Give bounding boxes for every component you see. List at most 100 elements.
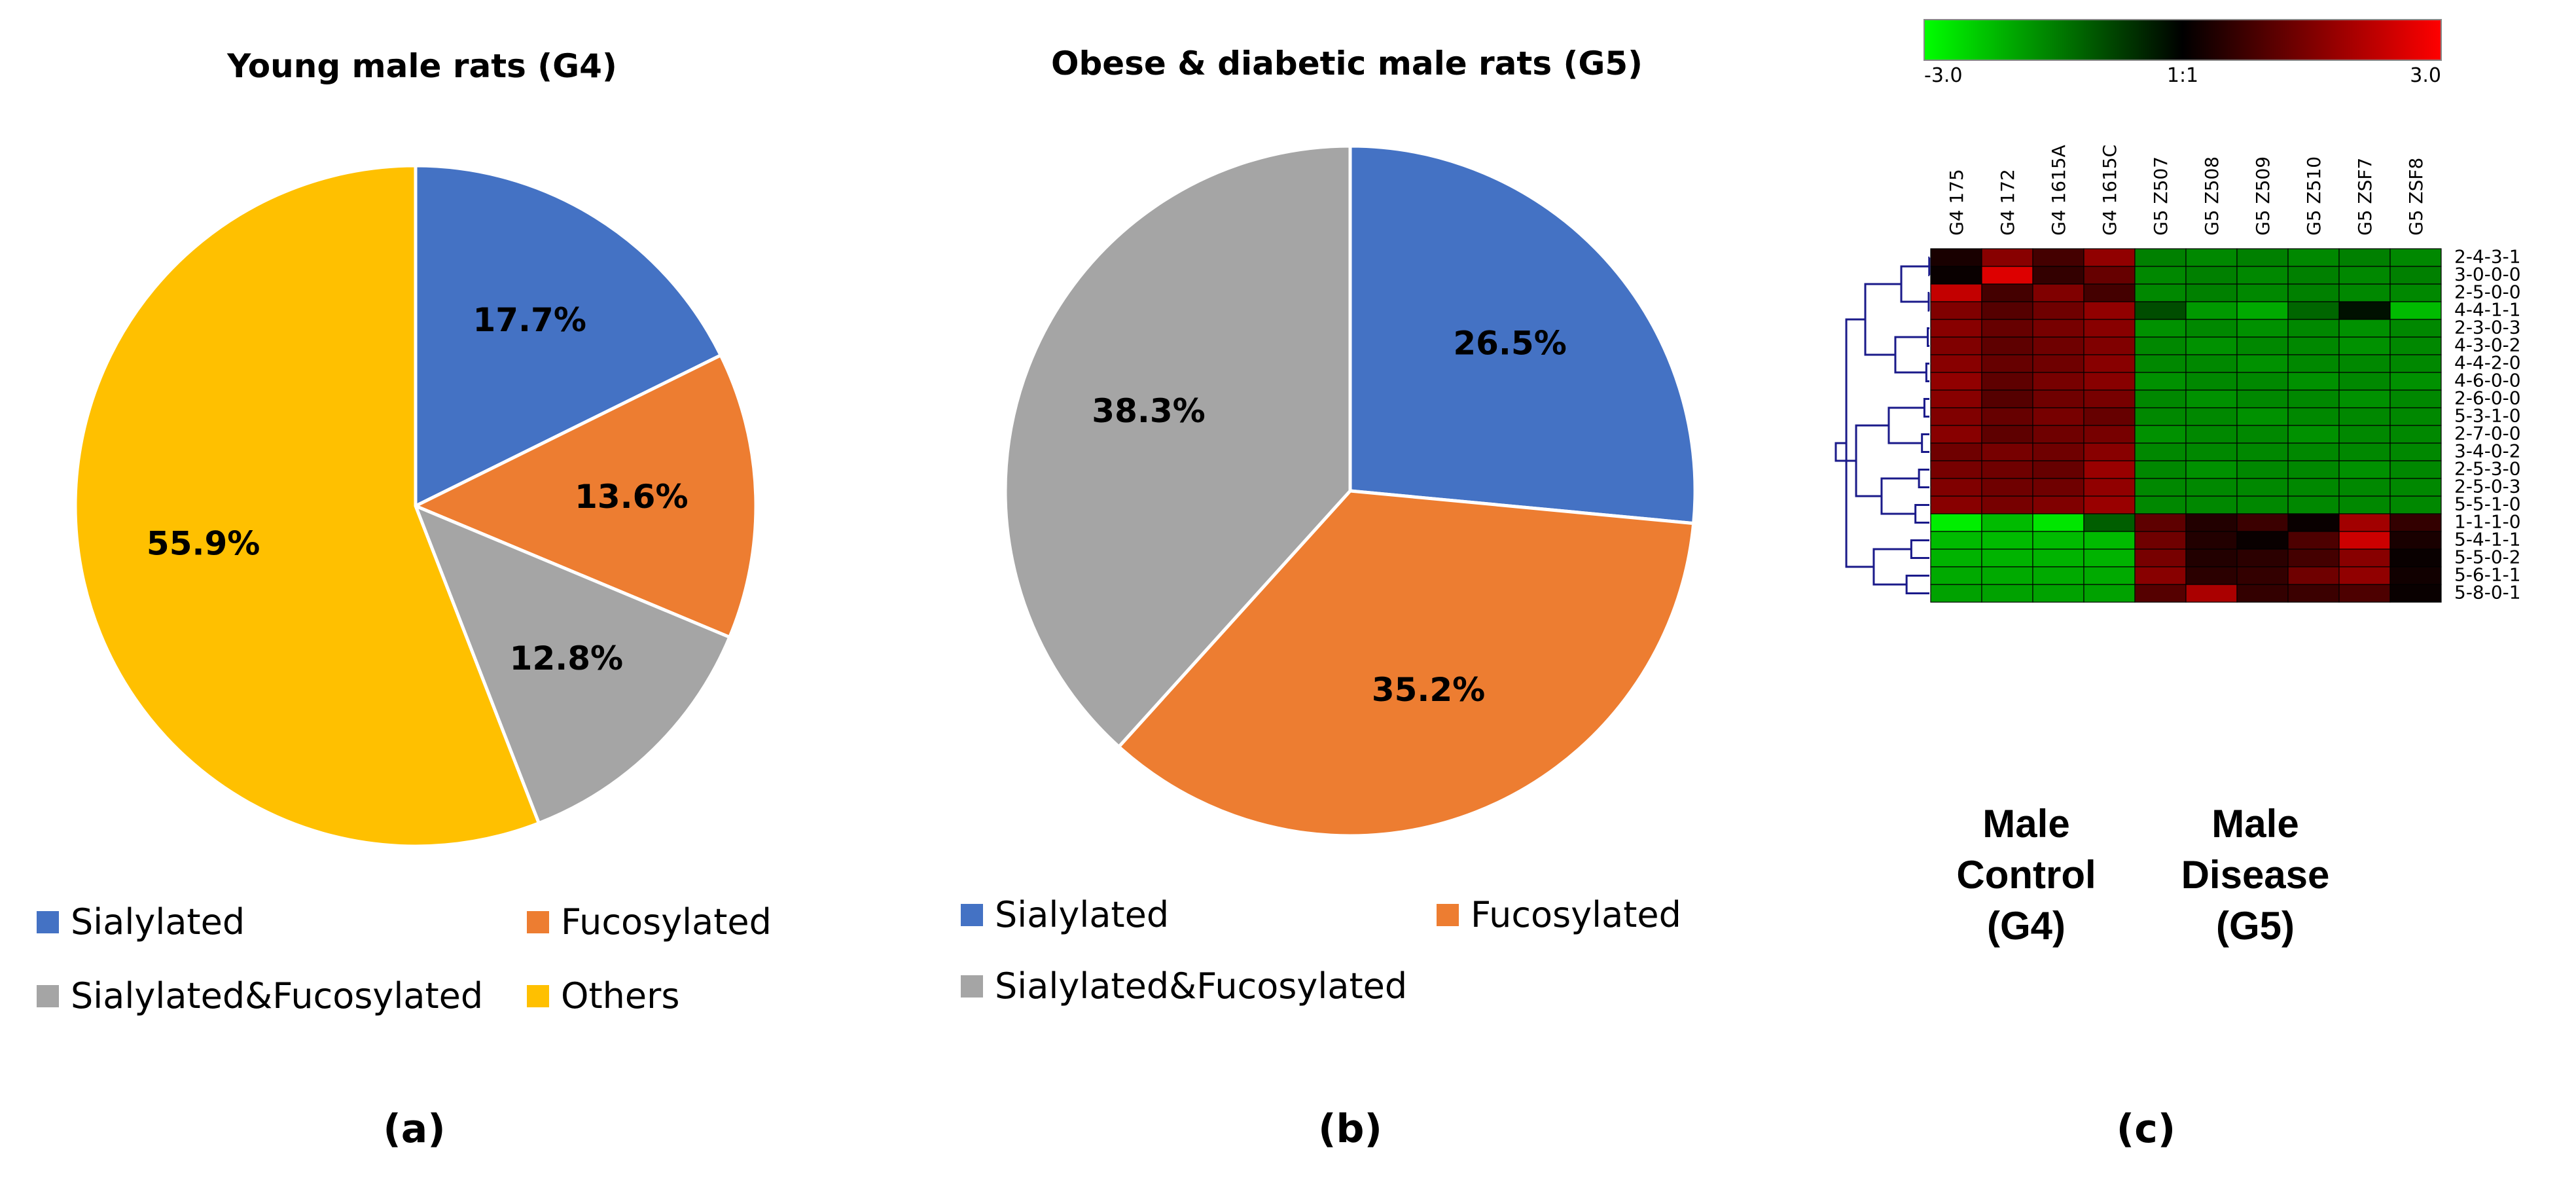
heatmap-cell [2287, 442, 2340, 461]
legend-b-fucosylated: Fucosylated [1437, 894, 1681, 935]
heatmap-cell [2032, 495, 2084, 514]
heatmap-cell [2389, 407, 2442, 426]
heatmap-cell [1981, 478, 2033, 497]
heatmap-cell [1930, 478, 1982, 497]
heatmap-cell [2083, 248, 2136, 267]
heatmap-cell [2185, 566, 2238, 585]
heatmap-column-label: G5 ZSF8 [2405, 158, 2427, 236]
heatmap-cell [2134, 513, 2187, 532]
heatmap-cell [2287, 354, 2340, 373]
heatmap-cell [2185, 460, 2238, 479]
heatmap-cell [2236, 354, 2289, 373]
legend-b-sialylated: Sialylated [961, 894, 1169, 935]
heatmap-cell [2185, 319, 2238, 338]
heatmap-cell [1930, 460, 1982, 479]
heatmap-chart: -3.0 1:1 3.0 G4 175 G4 172 G4 1615A G4 1615C G5… [1834, 19, 2521, 603]
heatmap-cell [2236, 513, 2289, 532]
heatmap-cell [2134, 531, 2187, 550]
heatmap-cell [1930, 584, 1982, 603]
heatmap-cell [1981, 336, 2033, 355]
heatmap-cell [1981, 513, 2033, 532]
heatmap-column-label: G5 Z507 [2150, 156, 2172, 236]
heatmap-cell [2032, 407, 2084, 426]
heatmap-cell [2134, 354, 2187, 373]
heatmap-cell [2236, 460, 2289, 479]
heatmap-cell [2032, 460, 2084, 479]
legend-a-sialylated-fucosylated: Sialylated&Fucosylated [37, 975, 483, 1016]
heatmap-cell [2389, 442, 2442, 461]
heatmap-cell [2287, 336, 2340, 355]
dendrogram-branch [1921, 433, 1929, 453]
heatmap-cell [1930, 248, 1982, 267]
heatmap-cell [2134, 425, 2187, 444]
heatmap-cell [2389, 319, 2442, 338]
heatmap-cell [1930, 389, 1982, 408]
heatmap-cell [2185, 354, 2238, 373]
heatmap-cell [1930, 354, 1982, 373]
legend-a-label-sialylated-fucosylated: Sialylated&Fucosylated [71, 975, 484, 1016]
pie-a-data-label-fucosylated: 13.6% [575, 478, 688, 516]
heatmap-cell [2185, 301, 2238, 320]
heatmap-cell [2338, 531, 2391, 550]
heatmap-cell [1930, 531, 1982, 550]
heatmap-cell [2236, 301, 2289, 320]
heatmap-cell [2338, 425, 2391, 444]
heatmap-cell [2185, 513, 2238, 532]
dendrogram-branch [1887, 406, 1925, 444]
heatmap-cell [2134, 319, 2187, 338]
heatmap-row-label: 5-8-0-1 [2454, 582, 2521, 603]
heatmap-cell [2389, 478, 2442, 497]
heatmap-column-label: G4 1615A [2048, 145, 2069, 236]
legend-b-label-sialylated-fucosylated: Sialylated&Fucosylated [995, 965, 1408, 1007]
heatmap-row-label: 3-4-0-2 [2454, 440, 2521, 462]
dendrogram-branch [1855, 424, 1889, 497]
heatmap-cell [2185, 407, 2238, 426]
legend-a-label-fucosylated: Fucosylated [561, 901, 772, 943]
heatmap-cell [2083, 266, 2136, 285]
heatmap-cell [2287, 283, 2340, 302]
group-label-g4-line1: Male [1982, 802, 2070, 846]
heatmap-cell [2236, 319, 2289, 338]
heatmap-cell [1981, 548, 2033, 567]
heatmap-cell [2236, 566, 2289, 585]
heatmap-cell [1930, 301, 1982, 320]
heatmap-cell [2338, 372, 2391, 391]
heatmap-cell [1930, 266, 1982, 285]
dendrogram-branch [1872, 548, 1912, 586]
heatmap-cell [1981, 566, 2033, 585]
heatmap-cell [1930, 372, 1982, 391]
heatmap-cell [2389, 283, 2442, 302]
heatmap-cell [2236, 372, 2289, 391]
heatmap-cell [2032, 584, 2084, 603]
heatmap-cell [2134, 442, 2187, 461]
heatmap-row-label: 2-5-0-0 [2454, 281, 2521, 303]
pie-b-slice-sialylated-fucosylated [1003, 144, 1352, 749]
heatmap-cell [2389, 513, 2442, 532]
heatmap-cell [2287, 389, 2340, 408]
heatmap-column-label: G4 172 [1997, 169, 2018, 236]
heatmap-row-label: 2-5-3-0 [2454, 458, 2521, 480]
heatmap-cell [1930, 283, 1982, 302]
heatmap-cell [2083, 425, 2136, 444]
heatmap-cell [2287, 548, 2340, 567]
heatmap-cell [2287, 425, 2340, 444]
dendrogram-branch [1927, 327, 1929, 347]
heatmap-column-label: G4 1615C [2099, 145, 2120, 236]
heatmap-cell [2083, 584, 2136, 603]
heatmap-cell [2032, 425, 2084, 444]
heatmap-cell [2185, 372, 2238, 391]
heatmap-cell [2236, 442, 2289, 461]
heatmap-row-label: 2-7-0-0 [2454, 423, 2521, 444]
pie-a-slice-fucosylated [411, 353, 758, 639]
group-label-g5: Male Disease (G5) [2181, 799, 2330, 952]
heatmap-cell [2236, 531, 2289, 550]
heatmap-cell [1981, 460, 2033, 479]
pie-a-data-label-sialylated-fucosylated: 12.8% [510, 639, 623, 677]
heatmap-cell [1981, 301, 2033, 320]
heatmap-cell [2338, 460, 2391, 479]
panel-label-a: (a) [383, 1106, 446, 1152]
heatmap-cell [2236, 548, 2289, 567]
heatmap-cell [2389, 266, 2442, 285]
heatmap-cell [2185, 442, 2238, 461]
heatmap-cell [2338, 584, 2391, 603]
